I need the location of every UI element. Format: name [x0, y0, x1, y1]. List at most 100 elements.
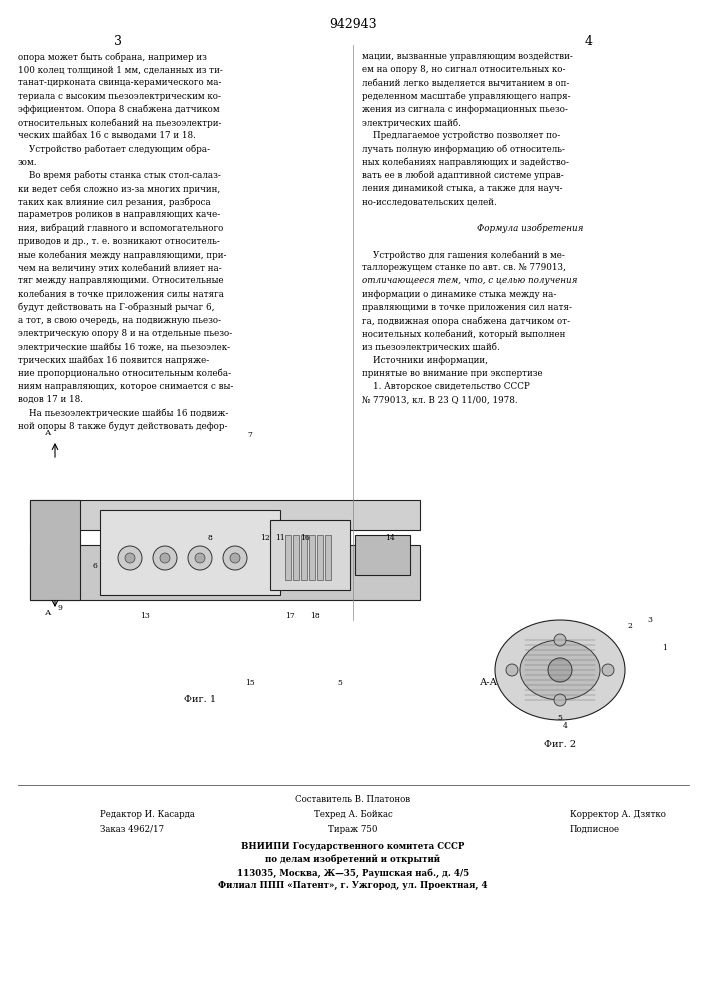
Text: 2: 2 [628, 622, 633, 630]
Bar [285, 535, 291, 580]
Text: Формула изобретения: Формула изобретения [477, 224, 583, 233]
Circle shape [554, 634, 566, 646]
Text: относительных колебаний на пьезоэлектри-: относительных колебаний на пьезоэлектри- [18, 118, 221, 127]
Text: Устройство работает следующим обра-: Устройство работает следующим обра- [18, 144, 210, 154]
Bar [301, 535, 307, 580]
Text: На пьезоэлектрические шайбы 16 подвиж-: На пьезоэлектрические шайбы 16 подвиж- [18, 408, 228, 418]
Circle shape [602, 664, 614, 676]
Text: 1. Авторское свидетельство СССР: 1. Авторское свидетельство СССР [362, 382, 530, 391]
Text: 113035, Москва, Ж—35, Раушская наб., д. 4/5: 113035, Москва, Ж—35, Раушская наб., д. … [237, 868, 469, 878]
Text: опора может быть собрана, например из: опора может быть собрана, например из [18, 52, 207, 62]
Text: Подписное: Подписное [570, 825, 620, 834]
Text: 1: 1 [662, 644, 667, 652]
Circle shape [230, 553, 240, 563]
Circle shape [195, 553, 205, 563]
Text: Устройство для гашения колебаний в ме-: Устройство для гашения колебаний в ме- [362, 250, 565, 259]
Text: 3: 3 [114, 35, 122, 48]
Text: электрическую опору 8 и на отдельные пьезо-: электрическую опору 8 и на отдельные пье… [18, 329, 233, 338]
Ellipse shape [520, 640, 600, 700]
Text: ния, вибраций главного и вспомогательного: ния, вибраций главного и вспомогательног… [18, 224, 223, 233]
Text: электрические шайбы 16 тоже, на пьезоэлек-: электрические шайбы 16 тоже, на пьезоэле… [18, 342, 230, 352]
Text: 3: 3 [648, 616, 653, 624]
Text: таких как влияние сил резания, разброса: таких как влияние сил резания, разброса [18, 197, 211, 207]
Text: вать ее в любой адаптивной системе управ-: вать ее в любой адаптивной системе управ… [362, 171, 563, 180]
Circle shape [223, 546, 247, 570]
Text: териала с высоким пьезоэлектрическим ко-: териала с высоким пьезоэлектрическим ко- [18, 92, 221, 101]
Text: Источники информации,: Источники информации, [362, 356, 488, 365]
Bar [100, 510, 280, 595]
Text: 18: 18 [310, 612, 320, 620]
Text: чем на величину этих колебаний влияет на-: чем на величину этих колебаний влияет на… [18, 263, 222, 273]
Text: тяг между направляющими. Относительные: тяг между направляющими. Относительные [18, 276, 223, 285]
Text: ки ведет себя сложно из-за многих причин,: ки ведет себя сложно из-за многих причин… [18, 184, 221, 194]
Text: информации о динамике стыка между на-: информации о динамике стыка между на- [362, 290, 556, 299]
Text: мации, вызванные управляющим воздействи-: мации, вызванные управляющим воздействи- [362, 52, 573, 61]
Text: ем на опору 8, но сигнал относительных ко-: ем на опору 8, но сигнал относительных к… [362, 65, 566, 74]
Text: 100 колец толщиной 1 мм, сделанных из ти-: 100 колец толщиной 1 мм, сделанных из ти… [18, 65, 223, 74]
Text: 5: 5 [337, 679, 342, 687]
Text: жения из сигнала с информационных пьезо-: жения из сигнала с информационных пьезо- [362, 105, 568, 114]
Circle shape [554, 694, 566, 706]
Text: 16: 16 [300, 534, 310, 542]
Text: лебаний легко выделяется вычитанием в оп-: лебаний легко выделяется вычитанием в оп… [362, 78, 569, 87]
Text: 13: 13 [140, 612, 150, 620]
Text: 942943: 942943 [329, 18, 377, 31]
Text: правляющими в точке приложения сил натя-: правляющими в точке приложения сил натя- [362, 303, 572, 312]
Text: зом.: зом. [18, 158, 37, 167]
Text: ных колебаниях направляющих и задейство-: ных колебаниях направляющих и задейство- [362, 158, 569, 167]
Text: Филиал ППП «Патент», г. Ужгород, ул. Проектная, 4: Филиал ППП «Патент», г. Ужгород, ул. Про… [218, 881, 488, 890]
Ellipse shape [495, 620, 625, 720]
Text: ВНИИПИ Государственного комитета СССР: ВНИИПИ Государственного комитета СССР [241, 842, 464, 851]
Text: Во время работы станка стык стол-салаз-: Во время работы станка стык стол-салаз- [18, 171, 221, 180]
Text: а тот, в свою очередь, на подвижную пьезо-: а тот, в свою очередь, на подвижную пьез… [18, 316, 221, 325]
Text: параметров роликов в направляющих каче-: параметров роликов в направляющих каче- [18, 210, 221, 219]
Text: приводов и др., т. е. возникают относитель-: приводов и др., т. е. возникают относите… [18, 237, 220, 246]
Bar [30, 500, 420, 530]
Circle shape [125, 553, 135, 563]
Text: танат-цирконата свинца-керамического ма-: танат-цирконата свинца-керамического ма- [18, 78, 221, 87]
Text: ние пропорционально относительным колеба-: ние пропорционально относительным колеба… [18, 369, 231, 378]
Text: отличающееся тем, что, с целью получения: отличающееся тем, что, с целью получения [362, 276, 578, 285]
Bar [293, 535, 299, 580]
Bar [355, 535, 410, 575]
Text: ческих шайбах 16 с выводами 17 и 18.: ческих шайбах 16 с выводами 17 и 18. [18, 131, 196, 140]
Text: ниям направляющих, которое снимается с вы-: ниям направляющих, которое снимается с в… [18, 382, 233, 391]
Circle shape [118, 546, 142, 570]
Text: Тираж 750: Тираж 750 [328, 825, 378, 834]
Text: А: А [45, 429, 52, 437]
Text: эффициентом. Опора 8 снабжена датчиком: эффициентом. Опора 8 снабжена датчиком [18, 105, 220, 114]
Text: 15: 15 [245, 679, 255, 687]
Text: 4: 4 [563, 722, 568, 730]
Bar [325, 535, 331, 580]
Text: 12: 12 [260, 534, 270, 542]
Bar [30, 545, 420, 600]
Text: Фиг. 2: Фиг. 2 [544, 740, 576, 749]
Bar [30, 500, 80, 600]
Circle shape [548, 658, 572, 682]
Text: электрических шайб.: электрических шайб. [362, 118, 461, 127]
Bar [317, 535, 323, 580]
Text: Фиг. 1: Фиг. 1 [184, 695, 216, 704]
Text: 6: 6 [93, 562, 98, 570]
Text: А: А [45, 609, 52, 617]
Text: га, подвижная опора снабжена датчиком от-: га, подвижная опора снабжена датчиком от… [362, 316, 570, 326]
Text: 9: 9 [57, 604, 62, 612]
Text: Предлагаемое устройство позволяет по-: Предлагаемое устройство позволяет по- [362, 131, 560, 140]
Text: А-А: А-А [480, 678, 498, 687]
Text: 7: 7 [247, 431, 252, 439]
Bar [270, 520, 350, 590]
Text: 4: 4 [585, 35, 593, 48]
Text: 11: 11 [275, 534, 285, 542]
Text: ределенном масштабе управляющего напря-: ределенном масштабе управляющего напря- [362, 92, 571, 101]
Text: носительных колебаний, который выполнен: носительных колебаний, который выполнен [362, 329, 566, 339]
Bar [309, 535, 315, 580]
Text: 5: 5 [558, 714, 563, 722]
Text: Заказ 4962/17: Заказ 4962/17 [100, 825, 164, 834]
Text: ления динамикой стыка, а также для науч-: ления динамикой стыка, а также для науч- [362, 184, 563, 193]
Circle shape [160, 553, 170, 563]
Text: 8: 8 [208, 534, 212, 542]
Text: Техред А. Бойкас: Техред А. Бойкас [314, 810, 392, 819]
Text: ные колебания между направляющими, при-: ные колебания между направляющими, при- [18, 250, 226, 259]
Text: но-исследовательских целей.: но-исследовательских целей. [362, 197, 497, 206]
Circle shape [188, 546, 212, 570]
